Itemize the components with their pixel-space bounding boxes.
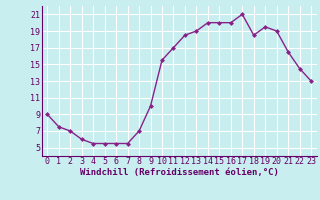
X-axis label: Windchill (Refroidissement éolien,°C): Windchill (Refroidissement éolien,°C) (80, 168, 279, 177)
